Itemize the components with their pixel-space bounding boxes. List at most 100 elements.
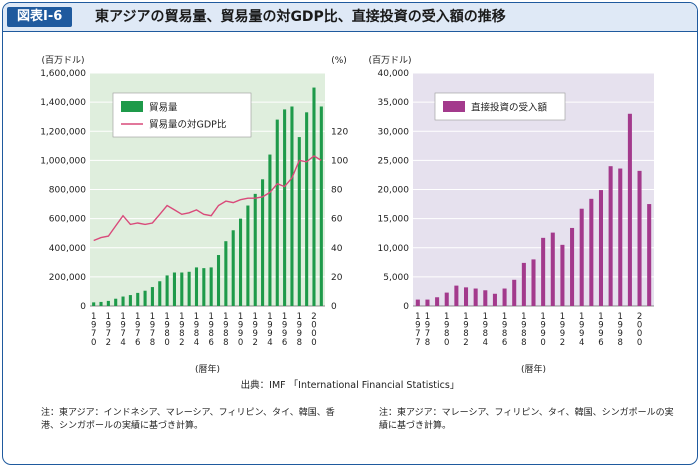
fdi-chart-bar bbox=[570, 227, 575, 306]
fdi-chart-bar bbox=[589, 198, 594, 306]
fdi-chart-ytick-label: 40,000 bbox=[378, 69, 410, 79]
fdi-chart-ytick-label: 0 bbox=[403, 302, 409, 312]
fdi-chart-bar bbox=[483, 290, 488, 306]
trade-chart-y2tick-label: 20 bbox=[331, 273, 343, 283]
fdi-chart-ytick-label: 35,000 bbox=[378, 98, 410, 108]
trade-chart-xaxis-title: (暦年) bbox=[195, 363, 220, 375]
fdi-chart-bar bbox=[463, 287, 469, 306]
trade-chart-ytick-label: 0 bbox=[80, 302, 86, 312]
trade-chart-bar bbox=[187, 271, 191, 306]
fdi-chart-bar bbox=[637, 170, 642, 306]
fdi-chart-bar bbox=[444, 292, 449, 306]
trade-chart-y2axis-title: (%) bbox=[331, 56, 347, 66]
trade-chart-y2tick-label: 80 bbox=[331, 186, 343, 196]
trade-chart-ytick-label: 1,600,000 bbox=[40, 69, 86, 79]
trade-chart-ytick-label: 1,000,000 bbox=[40, 156, 86, 166]
trade-chart-bar bbox=[246, 205, 250, 306]
fdi-chart-ytick-label: 25,000 bbox=[378, 156, 410, 166]
fdi-chart-bar bbox=[541, 237, 546, 306]
trade-chart-bar bbox=[150, 287, 154, 306]
trade-chart-bar bbox=[180, 272, 184, 306]
figure-header: 図表Ⅰ-6 東アジアの貿易量、貿易量の対GDP比、直接投資の受入額の推移 bbox=[3, 3, 697, 32]
trade-chart-yaxis-title: (百万ドル) bbox=[41, 55, 84, 66]
trade-chart-bar bbox=[128, 295, 132, 306]
trade-chart-bar bbox=[297, 137, 301, 306]
fdi-chart-legend-label: 直接投資の受入額 bbox=[471, 102, 548, 114]
trade-chart-ytick-label: 400,000 bbox=[49, 244, 86, 254]
right-chart-note: 注：東アジア：マレーシア、フィリピン、タイ、韓国、シンガポールの実績に基づき計算… bbox=[379, 408, 674, 431]
fdi-chart-bar bbox=[579, 208, 584, 306]
fdi-chart-bar bbox=[627, 113, 632, 307]
fdi-chart-bar bbox=[512, 279, 517, 306]
charts-canvas: 0 200,000 400,000 600,000 800,000 1,000,000 1,… bbox=[40, 55, 654, 375]
trade-chart-bar bbox=[194, 267, 199, 306]
fdi-chart-ytick-label: 30,000 bbox=[378, 127, 410, 137]
trade-chart-y2tick-label: 0 bbox=[331, 302, 337, 312]
source-note: 出典：IMF 「International Financial Statisti… bbox=[240, 380, 460, 391]
trade-chart-bar bbox=[143, 290, 147, 306]
fdi-chart-bar bbox=[473, 288, 478, 306]
fdi-chart-legend-swatch bbox=[443, 101, 465, 112]
trade-chart-ytick-label: 800,000 bbox=[49, 186, 86, 196]
trade-chart-bar bbox=[106, 300, 110, 306]
trade-chart-legend-label: 貿易量 bbox=[149, 102, 178, 114]
fdi-chart-ytick-label: 5,000 bbox=[383, 273, 409, 283]
fdi-chart-bar bbox=[502, 288, 507, 306]
left-chart-note: 注：東アジア：インドネシア、マレーシア、フィリピン、タイ、韓国、香港、シンガポー… bbox=[41, 408, 335, 431]
trade-chart-bar bbox=[99, 301, 103, 306]
fdi-chart-ytick-label: 10,000 bbox=[378, 244, 410, 254]
trade-chart-bar bbox=[224, 241, 228, 306]
trade-chart-bar bbox=[319, 106, 323, 307]
fdi-chart-bar bbox=[608, 166, 613, 306]
trade-chart-bar bbox=[216, 255, 221, 306]
trade-chart-bar bbox=[261, 179, 265, 306]
fdi-chart-bar bbox=[598, 190, 604, 306]
fdi-chart-ytick-label: 15,000 bbox=[378, 215, 410, 225]
figure-title: 東アジアの貿易量、貿易量の対GDP比、直接投資の受入額の推移 bbox=[95, 9, 506, 25]
trade-chart-line-series bbox=[93, 155, 322, 242]
trade-chart-bar bbox=[283, 109, 287, 306]
trade-chart-bar bbox=[202, 268, 206, 306]
trade-chart-bar bbox=[172, 272, 176, 306]
trade-chart-y2tick-label: 40 bbox=[331, 244, 343, 254]
trade-chart-bar bbox=[158, 281, 162, 306]
trade-chart-bar bbox=[275, 119, 279, 306]
fdi-chart-xaxis-title: (暦年) bbox=[521, 363, 546, 375]
trade-chart-bar bbox=[305, 112, 309, 306]
fdi-chart-yaxis-title: (百万ドル) bbox=[368, 55, 411, 66]
trade-chart-bar bbox=[209, 267, 213, 306]
trade-chart-ytick-label: 200,000 bbox=[49, 273, 86, 283]
trade-chart-bar bbox=[290, 106, 294, 307]
fdi-chart-bar bbox=[492, 293, 497, 306]
fdi-chart-bar bbox=[425, 299, 430, 306]
trade-chart-legend bbox=[112, 92, 252, 138]
fdi-chart-bar bbox=[531, 259, 536, 306]
fdi-chart-bar bbox=[435, 297, 440, 306]
figure-label: 図表Ⅰ-6 bbox=[7, 7, 73, 27]
trade-chart-bar bbox=[121, 296, 125, 306]
fdi-chart-bar bbox=[618, 168, 623, 306]
trade-chart-bar bbox=[114, 298, 118, 306]
